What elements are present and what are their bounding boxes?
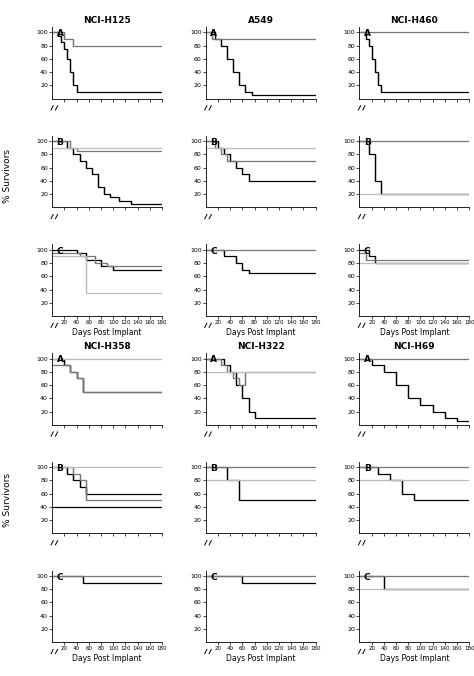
Title: NCI-H358: NCI-H358: [83, 342, 131, 351]
Text: B: B: [364, 464, 371, 473]
Text: C: C: [56, 247, 63, 256]
X-axis label: Days Post Implant: Days Post Implant: [72, 328, 142, 337]
Text: A: A: [56, 29, 64, 38]
Text: B: B: [56, 138, 64, 147]
Text: C: C: [364, 247, 371, 256]
Text: A: A: [56, 356, 64, 364]
Text: C: C: [210, 573, 217, 582]
Text: B: B: [56, 464, 64, 473]
Text: % Survivors: % Survivors: [3, 473, 11, 527]
Title: NCI-H125: NCI-H125: [83, 16, 131, 25]
Text: B: B: [210, 138, 217, 147]
Text: C: C: [56, 573, 63, 582]
X-axis label: Days Post Implant: Days Post Implant: [72, 654, 142, 663]
Text: A: A: [364, 29, 371, 38]
Text: A: A: [210, 29, 217, 38]
Text: A: A: [364, 356, 371, 364]
X-axis label: Days Post Implant: Days Post Implant: [226, 328, 295, 337]
X-axis label: Days Post Implant: Days Post Implant: [226, 654, 295, 663]
Title: NCI-H322: NCI-H322: [237, 342, 284, 351]
Text: % Survivors: % Survivors: [3, 149, 11, 203]
Text: C: C: [210, 247, 217, 256]
Text: C: C: [364, 573, 371, 582]
X-axis label: Days Post Implant: Days Post Implant: [380, 654, 449, 663]
Title: NCI-H460: NCI-H460: [391, 16, 438, 25]
Text: B: B: [364, 138, 371, 147]
Title: NCI-H69: NCI-H69: [393, 342, 435, 351]
Text: A: A: [210, 356, 217, 364]
Text: B: B: [210, 464, 217, 473]
X-axis label: Days Post Implant: Days Post Implant: [380, 328, 449, 337]
Title: A549: A549: [248, 16, 273, 25]
